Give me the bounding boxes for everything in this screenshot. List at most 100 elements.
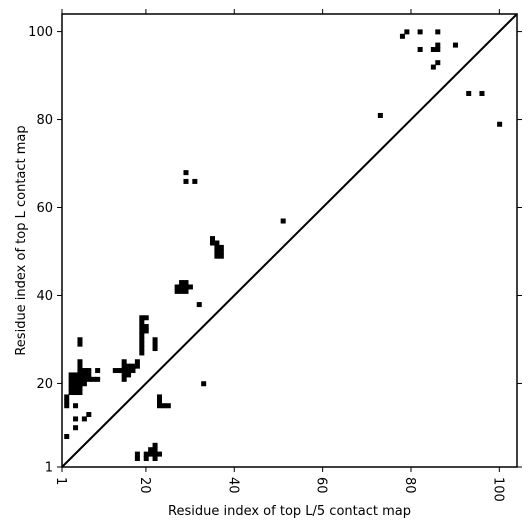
contact-cell (377, 112, 383, 118)
diagonal-line (61, 13, 518, 468)
contact-cell (77, 368, 83, 374)
contact-cell (143, 324, 149, 330)
contact-cell (121, 363, 127, 369)
contact-cell (156, 398, 162, 404)
y-tick-label: 60 (36, 201, 53, 216)
contact-cell (81, 416, 87, 422)
contact-cell (148, 447, 154, 453)
contact-cell (156, 403, 162, 409)
contact-cell (152, 447, 158, 453)
contact-cell (86, 412, 92, 418)
contact-cell (280, 218, 286, 224)
contact-cell (86, 368, 92, 374)
contact-cell (214, 249, 220, 255)
contact-cell (77, 372, 83, 378)
contact-cell (209, 240, 216, 246)
x-axis-label: Residue index of top L/5 contact map (168, 504, 411, 519)
contact-cell (174, 284, 180, 290)
contact-cell (126, 363, 132, 369)
contact-cell (179, 284, 185, 290)
contact-cell (64, 434, 70, 440)
contact-cell (68, 376, 74, 382)
contact-cell (399, 33, 405, 39)
contact-cell (121, 376, 127, 382)
contact-cell (139, 341, 145, 347)
contact-cell (214, 253, 220, 259)
contact-cell (139, 332, 145, 338)
lower-right-contacts (134, 442, 162, 461)
contact-cell (112, 368, 118, 374)
contact-cell (435, 46, 441, 52)
contact-cell (73, 385, 79, 391)
contact-cell (73, 376, 79, 382)
contact-cell (126, 372, 132, 378)
contact-cell (134, 456, 140, 461)
contact-cell (218, 249, 224, 255)
contact-cell (139, 315, 145, 321)
contact-cell (143, 451, 149, 457)
contact-cell (68, 381, 74, 387)
contact-cell (214, 240, 220, 246)
contact-cell (121, 368, 127, 374)
contact-cell (161, 403, 167, 409)
contact-cell (68, 390, 74, 396)
contact-cell (86, 372, 92, 378)
contact-cell (73, 390, 79, 396)
contact-cell (139, 350, 145, 356)
contact-cell (130, 368, 136, 374)
x-tick-label: 100 (490, 477, 505, 502)
contact-cell (452, 42, 458, 48)
contact-cell (192, 178, 198, 184)
contact-cell (90, 376, 96, 382)
y-tick-label: 40 (36, 289, 53, 304)
contact-cell (404, 29, 410, 35)
contact-cell (73, 425, 79, 431)
contact-cell (183, 178, 189, 184)
contact-cell (152, 451, 158, 457)
y-tick-label: 100 (28, 25, 53, 40)
contact-cell (95, 368, 101, 374)
contact-cell (73, 372, 79, 378)
contact-cell (81, 368, 87, 374)
contact-cell (68, 385, 74, 391)
contact-cell (497, 121, 503, 127)
contact-cell (77, 385, 83, 391)
contact-cell (95, 376, 101, 382)
contact-cell (64, 403, 70, 409)
contact-cell (183, 170, 189, 176)
contact-cell (117, 368, 123, 374)
contact-cell (121, 359, 127, 365)
x-tick-label: 20 (137, 477, 152, 494)
contact-cell (183, 284, 189, 290)
contact-cell (81, 381, 87, 387)
contact-cell (179, 288, 185, 294)
plot-frame (61, 13, 518, 468)
contact-cell (139, 324, 145, 330)
contact-cell (126, 368, 132, 374)
x-tick-label: 80 (402, 477, 417, 494)
y-axis-label: Residue index of top L contact map (14, 125, 29, 355)
x-axis-ticks: 1 20 40 60 80 100 (53, 9, 505, 502)
contact-cell (430, 46, 436, 52)
contact-cell (77, 376, 83, 382)
contact-cell (201, 381, 207, 387)
x-tick-label: 40 (225, 477, 240, 494)
contact-cell (81, 372, 87, 378)
contact-cell (64, 394, 70, 400)
contact-cell (143, 328, 149, 334)
contact-cell (209, 236, 216, 242)
contact-cell (435, 60, 441, 66)
contact-cell (435, 42, 441, 48)
x-tick-label: 1 (53, 477, 68, 485)
contact-cell (73, 416, 79, 422)
contact-cell (156, 451, 162, 457)
contact-cell (187, 284, 193, 290)
contact-cell (435, 29, 441, 35)
contact-cell (214, 244, 220, 250)
contact-cell (134, 451, 140, 457)
contact-cell (86, 376, 92, 382)
y-tick-label: 20 (36, 377, 53, 392)
contact-cell (152, 346, 158, 352)
contact-cell (139, 337, 145, 343)
contact-cell (68, 372, 74, 378)
